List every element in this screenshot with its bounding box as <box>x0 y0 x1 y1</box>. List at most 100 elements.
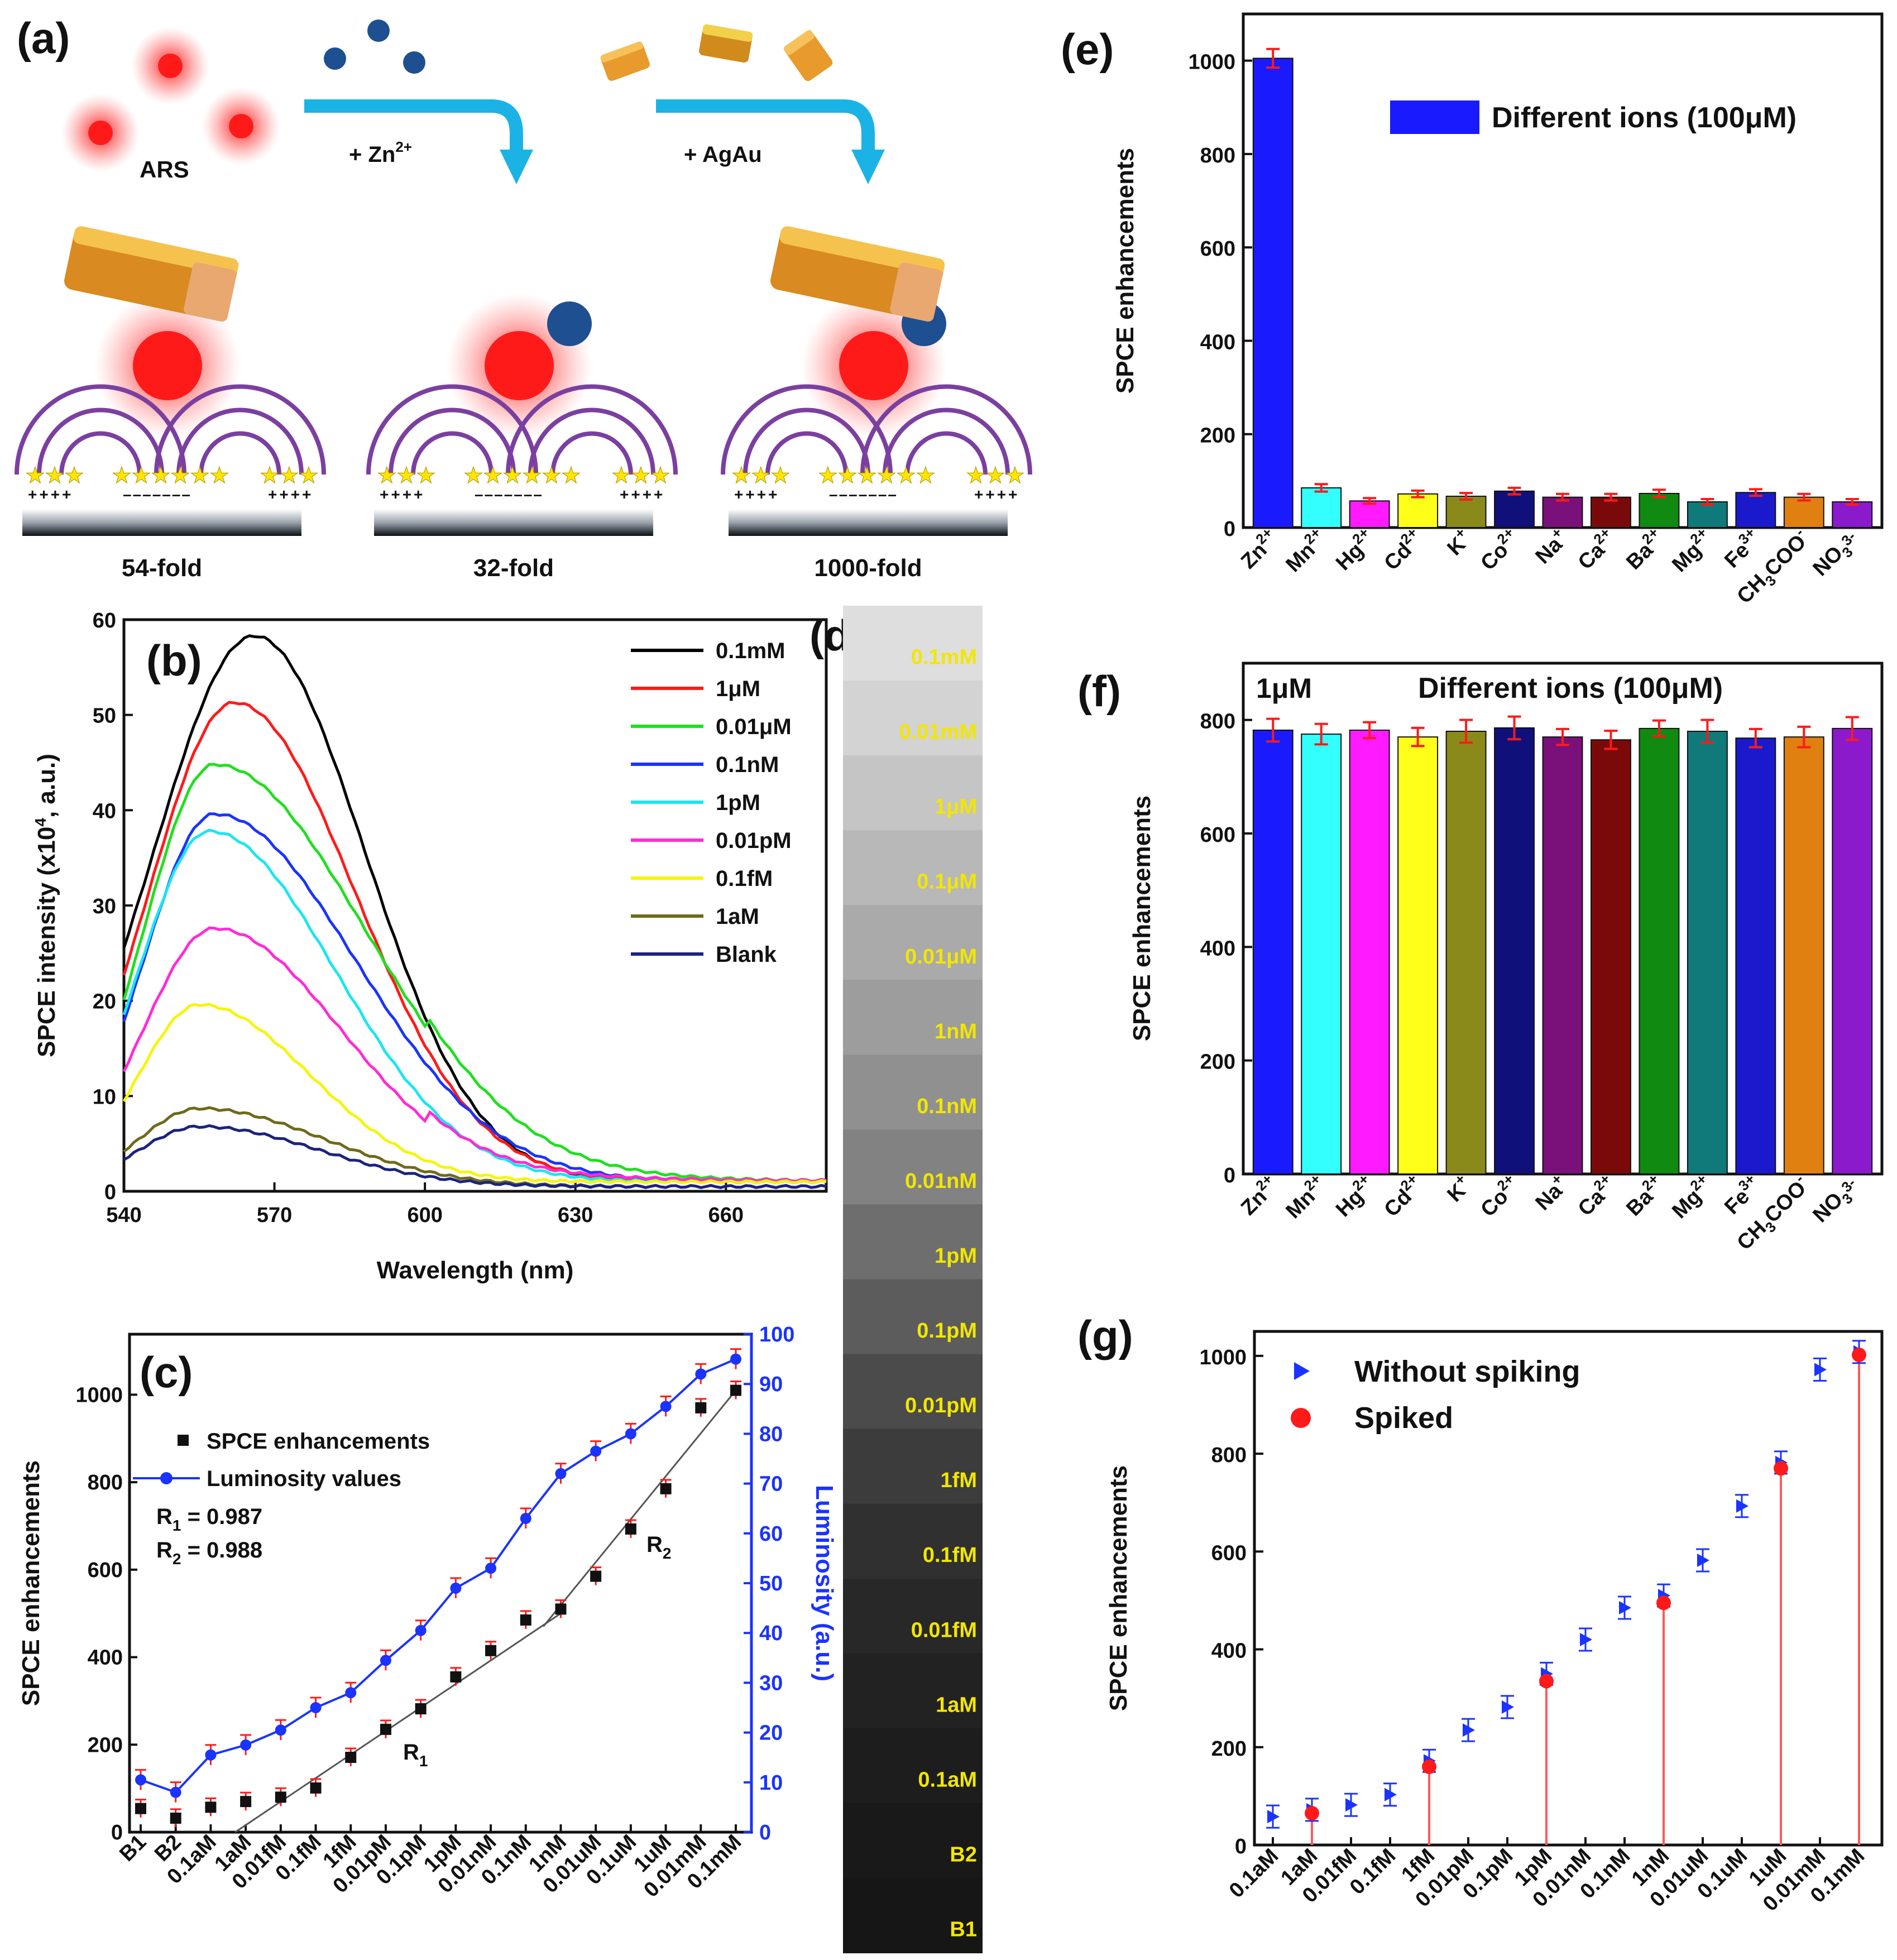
gray-swatch <box>843 1204 983 1280</box>
spce-point <box>310 1782 322 1794</box>
minus-charges: ––––––– <box>829 486 898 503</box>
concentration-label: 0.01fM <box>911 1618 977 1642</box>
x-tick-label-b: 570 <box>257 1204 292 1227</box>
spce-point <box>170 1812 181 1824</box>
x-tick-label: Zn2+ <box>1234 524 1283 573</box>
x-tick-label-b: 630 <box>558 1204 593 1227</box>
luminosity-point <box>170 1786 181 1798</box>
plus-charges: ++++ <box>620 486 665 503</box>
y-tick-label: 600 <box>1200 823 1235 847</box>
y-axis-label-g: SPCE enhancements <box>1105 1465 1132 1711</box>
legend-label-spce: SPCE enhancements <box>207 1429 430 1454</box>
luminosity-point <box>520 1513 531 1525</box>
gray-strip: 0.1mM 0.01mM 1μM 0.1μM 0.01μM 1nM 0.1nM 0.01nM 1… <box>843 606 983 1953</box>
y-tick-label-c-right: 40 <box>759 1622 783 1645</box>
surface-charge-star: ★ <box>396 463 416 488</box>
x-axis-label-b: Wavelength (nm) <box>377 1257 574 1284</box>
panel-e-label: (e) <box>1061 25 1114 74</box>
legend-c: SPCE enhancements Luminosity values R1 =… <box>133 1429 671 1770</box>
spce-point <box>695 1402 707 1413</box>
y-tick-label-g: 200 <box>1211 1737 1247 1761</box>
ars-molecule <box>158 54 183 78</box>
gray-swatch <box>843 1129 983 1205</box>
legend-e-text: Different ions (100 <box>1492 102 1745 134</box>
fit-r2-r: R <box>646 1532 663 1557</box>
agau-nanocuboid <box>64 226 239 322</box>
bar-Na <box>1542 496 1583 528</box>
surface-charge-star: ★ <box>631 463 651 488</box>
surface-charge-star: ★ <box>818 463 838 488</box>
legend-label-spiked: Spiked <box>1354 1401 1453 1435</box>
x-tick-label: Na+ <box>1529 524 1573 569</box>
plot-frame-e <box>1242 12 1884 529</box>
y-tick-label: 600 <box>1200 237 1235 261</box>
field-arc <box>59 431 142 475</box>
x-tick-label: NO33- <box>1809 1173 1866 1230</box>
axis-ticks-b: 540 570 600 630 660 0 10 20 30 40 50 60 <box>93 609 744 1227</box>
concentration-label: 0.01nM <box>905 1170 977 1193</box>
legend-label-f: Different ions (100μM) <box>1418 672 1723 705</box>
agau-side <box>890 262 943 322</box>
y-tick-label-c: 200 <box>88 1733 123 1757</box>
metal-film <box>374 509 653 536</box>
bar-CH <box>1783 496 1824 528</box>
surface-charge-star: ★ <box>377 463 397 488</box>
agau-step-label: + AgAu <box>684 142 762 167</box>
ars-molecule <box>88 121 113 145</box>
y-tick-label-c-right: 30 <box>759 1671 783 1695</box>
bar-Na <box>1542 736 1583 1175</box>
y-label-b-sup: 4 <box>32 818 49 827</box>
luminosity-point <box>625 1428 636 1440</box>
without-spiking-point <box>1580 1633 1592 1646</box>
y-tick-label-c-right: 80 <box>759 1422 783 1446</box>
bar-Cd <box>1397 736 1439 1175</box>
fit-r2-sub: 2 <box>663 1545 672 1562</box>
plus-charges: ++++ <box>974 486 1019 503</box>
legend-b: 0.1mM 1μM 0.01μM 0.1nM 1pM 0.01pM 0.1fM 1aM Blan… <box>631 639 792 967</box>
surface-charge-star: ★ <box>650 463 670 488</box>
y-tick-label-b: 30 <box>93 895 116 918</box>
gray-swatch <box>843 980 983 1056</box>
legend-label-b: 0.01μM <box>716 715 792 739</box>
spce-point <box>450 1671 462 1683</box>
y-tick-label-b: 60 <box>93 609 116 632</box>
legend-e-mu: μM) <box>1745 102 1797 134</box>
spiked-point <box>1656 1595 1671 1611</box>
concentration-label: 0.1fM <box>923 1544 977 1567</box>
bar-Mg <box>1687 731 1728 1175</box>
surface-charge-star: ★ <box>896 463 916 488</box>
gray-swatch <box>843 1653 983 1729</box>
field-arc <box>176 408 304 475</box>
bar-Fe <box>1735 492 1776 528</box>
spectrum-line-0.01μM <box>122 763 827 1183</box>
luminosity-point <box>485 1563 497 1574</box>
corner-label-f: 1μM <box>1256 673 1312 704</box>
luminosity-point <box>555 1468 567 1479</box>
surface-charge-star: ★ <box>45 463 65 488</box>
luminosity-point <box>240 1739 252 1751</box>
panel-g-label: (g) <box>1077 1311 1133 1360</box>
x-tick-label: Na+ <box>1529 1171 1573 1215</box>
panel-c-calibration: (c) 0 200 400 600 800 1000 0 10 20 30 40 50 60 70 80 90… <box>17 1323 838 1902</box>
field-arc <box>366 384 538 475</box>
stage-1: ★ ★ ★ ★ ★ ★ ★ ★ ★ ★ ★ ★++++ ––––––– ++++54-fold <box>15 226 326 582</box>
legend-label-without-spiking: Without spiking <box>1354 1355 1580 1388</box>
concentration-label: B1 <box>950 1918 977 1942</box>
concentration-label: 1nM <box>935 1020 977 1043</box>
field-arc <box>154 384 326 475</box>
spce-point <box>625 1523 636 1535</box>
bar-Ca <box>1591 496 1631 528</box>
y-tick-label-c: 600 <box>88 1559 123 1582</box>
plot-frame-g <box>1253 1330 1884 1847</box>
luminosity-point <box>205 1749 217 1761</box>
without-spiking-point <box>1736 1499 1749 1513</box>
y-tick-label-c-right: 0 <box>759 1821 771 1844</box>
y-tick-label-c: 1000 <box>75 1383 123 1407</box>
ars-label: ARS <box>140 156 189 183</box>
r2-annotation: R2 = 0.988 <box>156 1538 262 1568</box>
panel-d-luminosity-strip: (d) 0.1mM0.01mM1μM0.1μM0.01μM1nM0.1nM0.0… <box>809 606 983 1953</box>
ion-charge: 3- <box>1838 1175 1859 1196</box>
spce-point <box>415 1703 427 1715</box>
legend-label-luminosity: Luminosity values <box>207 1467 401 1491</box>
x-tick-label-b: 660 <box>708 1204 744 1227</box>
